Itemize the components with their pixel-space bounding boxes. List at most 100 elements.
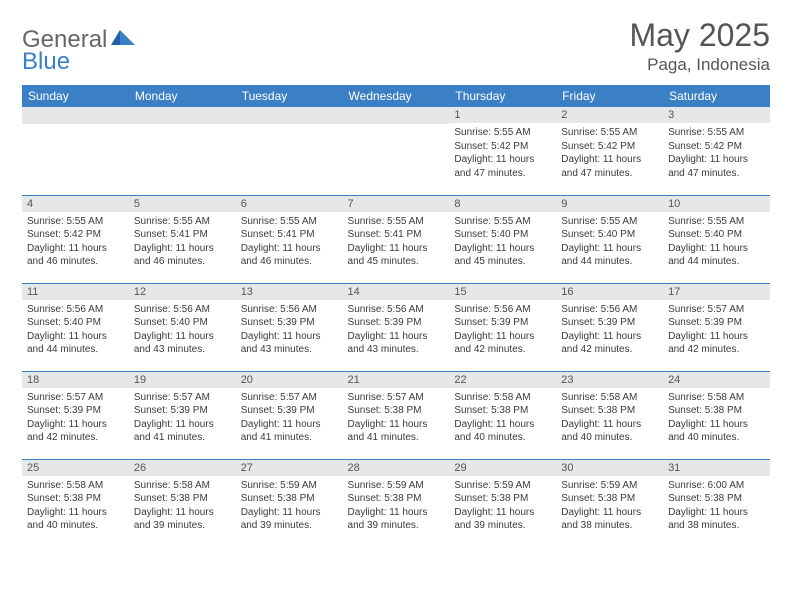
- day-details: Sunrise: 5:55 AMSunset: 5:42 PMDaylight:…: [663, 123, 770, 184]
- sunrise-text: Sunrise: 5:59 AM: [348, 479, 445, 493]
- day-header: Friday: [556, 85, 663, 107]
- day-number: 24: [663, 372, 770, 388]
- day-details: Sunrise: 5:57 AMSunset: 5:39 PMDaylight:…: [236, 388, 343, 449]
- calendar-cell: 5Sunrise: 5:55 AMSunset: 5:41 PMDaylight…: [129, 195, 236, 283]
- sunrise-text: Sunrise: 5:55 AM: [241, 215, 338, 229]
- sunset-text: Sunset: 5:38 PM: [241, 492, 338, 506]
- sunrise-text: Sunrise: 5:58 AM: [27, 479, 124, 493]
- sunset-text: Sunset: 5:42 PM: [668, 140, 765, 154]
- daylight-text: Daylight: 11 hours and 45 minutes.: [348, 242, 445, 269]
- header: General May 2025 Paga, Indonesia: [22, 18, 770, 75]
- daylight-text: Daylight: 11 hours and 46 minutes.: [27, 242, 124, 269]
- day-header: Tuesday: [236, 85, 343, 107]
- day-number: 18: [22, 372, 129, 388]
- day-number: 17: [663, 284, 770, 300]
- day-details: Sunrise: 5:55 AMSunset: 5:40 PMDaylight:…: [663, 212, 770, 273]
- day-number: 9: [556, 196, 663, 212]
- calendar-week: 4Sunrise: 5:55 AMSunset: 5:42 PMDaylight…: [22, 195, 770, 283]
- day-details: Sunrise: 5:59 AMSunset: 5:38 PMDaylight:…: [236, 476, 343, 537]
- calendar-cell: 31Sunrise: 6:00 AMSunset: 5:38 PMDayligh…: [663, 459, 770, 547]
- day-number: 14: [343, 284, 450, 300]
- sunrise-text: Sunrise: 5:55 AM: [668, 215, 765, 229]
- sunrise-text: Sunrise: 5:55 AM: [561, 215, 658, 229]
- sunrise-text: Sunrise: 5:55 AM: [454, 126, 551, 140]
- day-number: 22: [449, 372, 556, 388]
- calendar-cell: 6Sunrise: 5:55 AMSunset: 5:41 PMDaylight…: [236, 195, 343, 283]
- day-details: Sunrise: 5:57 AMSunset: 5:38 PMDaylight:…: [343, 388, 450, 449]
- day-number: 29: [449, 460, 556, 476]
- day-number: 21: [343, 372, 450, 388]
- daylight-text: Daylight: 11 hours and 39 minutes.: [348, 506, 445, 533]
- daylight-text: Daylight: 11 hours and 42 minutes.: [454, 330, 551, 357]
- sunset-text: Sunset: 5:38 PM: [668, 404, 765, 418]
- sunrise-text: Sunrise: 5:57 AM: [668, 303, 765, 317]
- sunset-text: Sunset: 5:38 PM: [454, 404, 551, 418]
- day-header: Monday: [129, 85, 236, 107]
- sunset-text: Sunset: 5:38 PM: [668, 492, 765, 506]
- day-header: Wednesday: [343, 85, 450, 107]
- day-details: Sunrise: 5:56 AMSunset: 5:39 PMDaylight:…: [236, 300, 343, 361]
- sunset-text: Sunset: 5:42 PM: [27, 228, 124, 242]
- daylight-text: Daylight: 11 hours and 44 minutes.: [27, 330, 124, 357]
- sunrise-text: Sunrise: 5:58 AM: [668, 391, 765, 405]
- day-details: Sunrise: 5:58 AMSunset: 5:38 PMDaylight:…: [129, 476, 236, 537]
- calendar-cell: 16Sunrise: 5:56 AMSunset: 5:39 PMDayligh…: [556, 283, 663, 371]
- day-details: Sunrise: 5:55 AMSunset: 5:42 PMDaylight:…: [556, 123, 663, 184]
- day-details: Sunrise: 5:57 AMSunset: 5:39 PMDaylight:…: [22, 388, 129, 449]
- calendar-cell: [343, 107, 450, 195]
- day-number: 6: [236, 196, 343, 212]
- day-details: Sunrise: 6:00 AMSunset: 5:38 PMDaylight:…: [663, 476, 770, 537]
- calendar-cell: 29Sunrise: 5:59 AMSunset: 5:38 PMDayligh…: [449, 459, 556, 547]
- sunrise-text: Sunrise: 5:55 AM: [348, 215, 445, 229]
- day-number: 12: [129, 284, 236, 300]
- calendar-week: 18Sunrise: 5:57 AMSunset: 5:39 PMDayligh…: [22, 371, 770, 459]
- calendar-cell: 3Sunrise: 5:55 AMSunset: 5:42 PMDaylight…: [663, 107, 770, 195]
- sunrise-text: Sunrise: 5:56 AM: [241, 303, 338, 317]
- sunset-text: Sunset: 5:41 PM: [134, 228, 231, 242]
- day-number: 28: [343, 460, 450, 476]
- day-number: 2: [556, 107, 663, 123]
- sunrise-text: Sunrise: 5:56 AM: [134, 303, 231, 317]
- day-details: Sunrise: 5:58 AMSunset: 5:38 PMDaylight:…: [22, 476, 129, 537]
- daylight-text: Daylight: 11 hours and 43 minutes.: [348, 330, 445, 357]
- daylight-text: Daylight: 11 hours and 43 minutes.: [134, 330, 231, 357]
- day-details: Sunrise: 5:55 AMSunset: 5:42 PMDaylight:…: [449, 123, 556, 184]
- calendar-week: 1Sunrise: 5:55 AMSunset: 5:42 PMDaylight…: [22, 107, 770, 195]
- sunrise-text: Sunrise: 5:59 AM: [454, 479, 551, 493]
- brand-part2: Blue: [22, 48, 70, 76]
- calendar-cell: 15Sunrise: 5:56 AMSunset: 5:39 PMDayligh…: [449, 283, 556, 371]
- sunrise-text: Sunrise: 5:58 AM: [134, 479, 231, 493]
- daylight-text: Daylight: 11 hours and 42 minutes.: [561, 330, 658, 357]
- sunset-text: Sunset: 5:38 PM: [561, 404, 658, 418]
- sunset-text: Sunset: 5:41 PM: [348, 228, 445, 242]
- sunset-text: Sunset: 5:39 PM: [348, 316, 445, 330]
- calendar-cell: 10Sunrise: 5:55 AMSunset: 5:40 PMDayligh…: [663, 195, 770, 283]
- daylight-text: Daylight: 11 hours and 39 minutes.: [241, 506, 338, 533]
- day-header: Sunday: [22, 85, 129, 107]
- sunset-text: Sunset: 5:42 PM: [454, 140, 551, 154]
- brand-mark-icon: [111, 26, 137, 54]
- calendar-cell: 2Sunrise: 5:55 AMSunset: 5:42 PMDaylight…: [556, 107, 663, 195]
- calendar-cell: 13Sunrise: 5:56 AMSunset: 5:39 PMDayligh…: [236, 283, 343, 371]
- day-number: 20: [236, 372, 343, 388]
- sunset-text: Sunset: 5:38 PM: [454, 492, 551, 506]
- sunrise-text: Sunrise: 5:56 AM: [348, 303, 445, 317]
- day-details: Sunrise: 5:56 AMSunset: 5:39 PMDaylight:…: [449, 300, 556, 361]
- calendar-cell: 30Sunrise: 5:59 AMSunset: 5:38 PMDayligh…: [556, 459, 663, 547]
- day-header: Saturday: [663, 85, 770, 107]
- sunrise-text: Sunrise: 5:58 AM: [561, 391, 658, 405]
- day-details: Sunrise: 5:56 AMSunset: 5:39 PMDaylight:…: [343, 300, 450, 361]
- day-number: [343, 107, 450, 124]
- daylight-text: Daylight: 11 hours and 43 minutes.: [241, 330, 338, 357]
- sunset-text: Sunset: 5:40 PM: [668, 228, 765, 242]
- sunset-text: Sunset: 5:39 PM: [241, 316, 338, 330]
- day-number: 25: [22, 460, 129, 476]
- day-details: Sunrise: 5:55 AMSunset: 5:41 PMDaylight:…: [343, 212, 450, 273]
- daylight-text: Daylight: 11 hours and 44 minutes.: [561, 242, 658, 269]
- calendar-cell: 9Sunrise: 5:55 AMSunset: 5:40 PMDaylight…: [556, 195, 663, 283]
- sunset-text: Sunset: 5:40 PM: [454, 228, 551, 242]
- sunset-text: Sunset: 5:38 PM: [348, 492, 445, 506]
- day-details: Sunrise: 5:59 AMSunset: 5:38 PMDaylight:…: [556, 476, 663, 537]
- sunset-text: Sunset: 5:39 PM: [454, 316, 551, 330]
- day-number: 5: [129, 196, 236, 212]
